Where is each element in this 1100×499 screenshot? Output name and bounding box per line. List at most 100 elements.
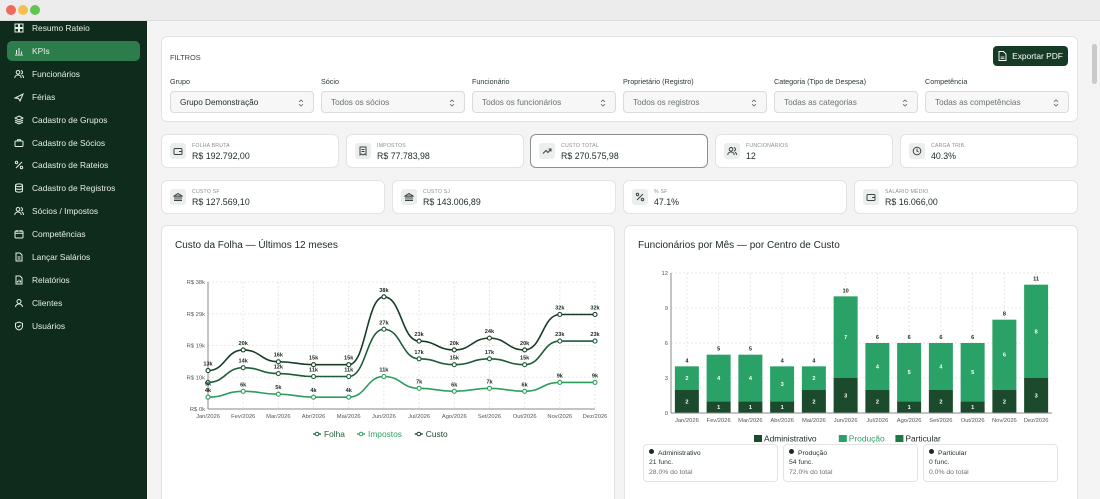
data-point-custo — [486, 335, 493, 341]
sidebar-item-label: Clientes — [32, 297, 63, 308]
data-label-custo: 16k — [274, 353, 284, 359]
data-label-folha: 15k — [520, 356, 530, 362]
sidebar-item-clientes[interactable]: Clientes — [7, 293, 140, 313]
summary-count: 0 func. — [929, 459, 950, 466]
x-tick-label: Out/2026 — [513, 414, 537, 420]
sidebar-item-usuarios[interactable]: Usuários — [7, 316, 140, 336]
filter-select[interactable]: Todas as competências — [925, 91, 1069, 113]
data-point-impostos — [522, 388, 528, 394]
bar-segment-produção — [1024, 284, 1049, 378]
data-label-custo: 20k — [239, 341, 249, 347]
kpi-value: R$ 77.783,98 — [377, 151, 430, 161]
maximize-window-button[interactable] — [30, 5, 40, 15]
filter-select[interactable]: Todos os sócios — [321, 91, 465, 113]
bullet-icon — [929, 449, 934, 454]
filters-title: FILTROS — [170, 53, 201, 62]
filter-value: Todos os funcionários — [482, 97, 562, 107]
bar-value-label: 1 — [971, 405, 974, 411]
summary-name: Particular — [938, 450, 967, 457]
sidebar-item-competencias[interactable]: Competências — [7, 224, 140, 244]
filter-select[interactable]: Todos os funcionários — [472, 91, 616, 113]
sidebar-item-label: Resumo Rateio — [32, 23, 90, 33]
bar-segment-produção — [674, 366, 699, 390]
close-window-button[interactable] — [6, 5, 16, 15]
filter-select[interactable]: Todas as categorias — [774, 91, 918, 113]
sidebar-item-cadastro-de-grupos[interactable]: Cadastro de Grupos — [7, 110, 140, 130]
sidebar-item-label: Relatórios — [32, 274, 70, 285]
filter-value: Todas as competências — [935, 97, 1021, 107]
export-pdf-button[interactable]: Exportar PDF — [993, 46, 1068, 66]
data-point-folha — [451, 362, 457, 368]
sidebar-item-relatorios[interactable]: Relatórios — [7, 270, 140, 290]
legend-swatch — [754, 435, 762, 442]
sidebar-item-cadastro-de-socios[interactable]: Cadastro de Sócios — [7, 133, 140, 153]
data-point-impostos — [451, 388, 457, 394]
data-label-folha: 17k — [485, 350, 495, 356]
sidebar-item-lancar-salarios[interactable]: Lançar Salários — [7, 247, 140, 267]
bar-chart-title: Funcionários por Mês — por Centro de Cus… — [638, 240, 840, 251]
series-line-impostos — [207, 375, 595, 398]
data-point-folha — [205, 379, 211, 385]
data-point-impostos — [557, 379, 563, 385]
data-point-folha — [416, 356, 422, 362]
contacts-icon — [15, 298, 23, 307]
x-tick-label: Jan/2026 — [196, 414, 220, 420]
x-tick-label: Fev/2026 — [707, 418, 731, 424]
bar-total-label: 4 — [781, 358, 785, 364]
filter-select[interactable]: Todos os registros — [623, 91, 767, 113]
data-point-custo — [522, 347, 528, 353]
filter-select[interactable]: Grupo Demonstração — [170, 91, 314, 113]
summary-name: Administrativo — [658, 450, 701, 457]
bar-value-label: 3 — [781, 382, 784, 388]
bar-value-label: 2 — [876, 399, 879, 405]
bar-total-label: 4 — [685, 358, 689, 364]
data-label-impostos: 9k — [557, 373, 564, 379]
bar-value-label: 6 — [1003, 353, 1006, 359]
summary-pct: 28.0% do total — [649, 469, 693, 476]
x-tick-label: Ago/2026 — [897, 418, 922, 424]
x-tick-label: Set/2026 — [929, 418, 952, 424]
data-point-folha — [310, 373, 317, 380]
data-point-custo — [557, 311, 563, 318]
bar-value-label: 3 — [1035, 394, 1038, 400]
bar-value-label: 2 — [939, 399, 942, 405]
y-tick-label: R$ 0k — [190, 407, 205, 413]
cost-center-summary: Administrativo 21 func. 28.0% do total — [643, 444, 778, 482]
data-point-impostos — [592, 379, 598, 385]
bar-total-label: 11 — [1033, 277, 1039, 283]
sidebar-item-label: Cadastro de Sócios — [32, 137, 106, 148]
sidebar-item-funcionarios[interactable]: Funcionários — [7, 64, 140, 84]
data-label-custo: 20k — [450, 341, 460, 347]
x-tick-label: Jun/2026 — [834, 418, 858, 424]
x-tick-label: Mai/2026 — [802, 418, 826, 424]
data-point-impostos — [240, 388, 246, 394]
sidebar-item-socios-impostos[interactable]: Sócios / Impostos — [7, 201, 140, 221]
data-point-folha — [522, 362, 528, 368]
sidebar-item-ferias[interactable]: Férias — [7, 87, 140, 107]
sidebar-item-cadastro-de-rateios[interactable]: Cadastro de Rateios — [7, 155, 140, 175]
scrollbar[interactable] — [1092, 44, 1097, 84]
filter-value: Todos os registros — [633, 97, 700, 107]
sidebar-item-cadastro-de-registros[interactable]: Cadastro de Registros — [7, 178, 140, 198]
data-point-impostos — [381, 373, 387, 380]
x-tick-label: Jan/2026 — [675, 418, 699, 424]
y-tick-label: R$ 19k — [187, 344, 205, 350]
trend-up-icon — [539, 143, 555, 159]
sidebar-item-resumo-rateio[interactable]: Resumo Rateio — [7, 18, 140, 38]
bar-value-label: 4 — [717, 376, 721, 382]
sidebar-item-kpis[interactable]: KPIs — [7, 40, 140, 61]
line-chart-card — [161, 225, 615, 499]
data-label-impostos: 5k — [275, 385, 282, 391]
legend-swatch — [838, 435, 847, 442]
bar-segment-produção — [897, 343, 922, 402]
summary-name: Produção — [798, 450, 828, 457]
kpi-value: 40.3% — [931, 151, 956, 161]
bar-total-label: 6 — [971, 335, 974, 341]
bar-value-label: 3 — [844, 394, 847, 400]
data-label-impostos: 7k — [486, 379, 493, 385]
data-point-custo — [240, 347, 246, 353]
bank-icon — [401, 189, 417, 205]
kpi-card: CUSTO SF R$ 127.569,10 — [161, 180, 385, 214]
data-label-impostos: 6k — [240, 382, 247, 388]
minimize-window-button[interactable] — [18, 5, 28, 15]
